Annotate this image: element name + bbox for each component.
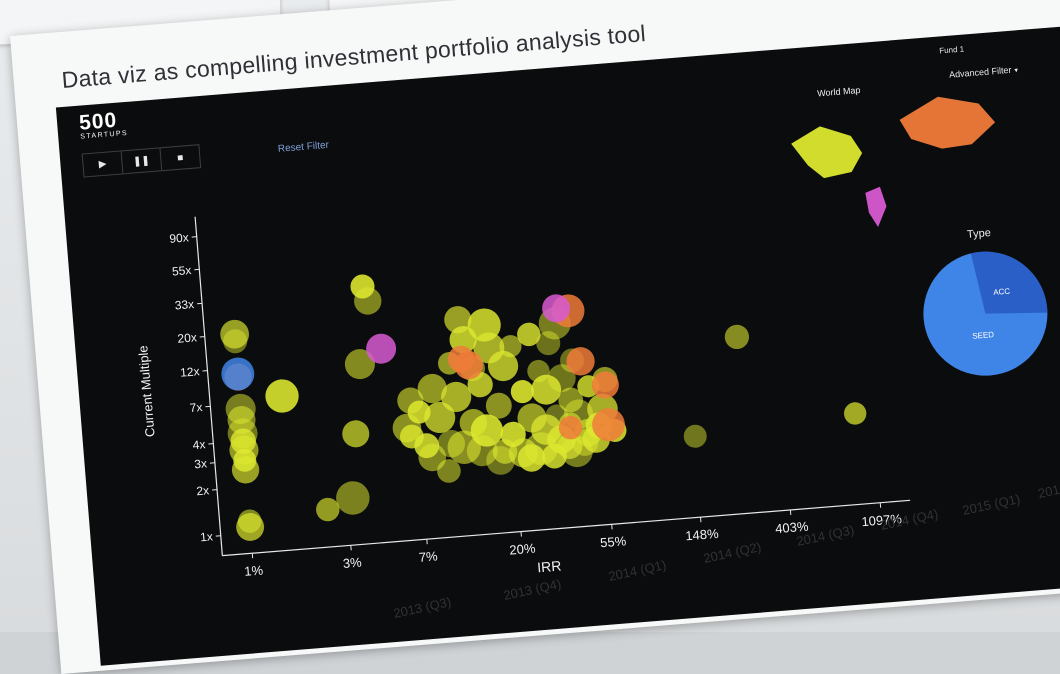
data-bubble bbox=[335, 480, 371, 516]
data-bubble bbox=[683, 424, 708, 449]
stop-button[interactable]: ■ bbox=[160, 145, 200, 170]
y-tick-label: 12x bbox=[180, 364, 200, 380]
pie-label-acc: ACC bbox=[993, 287, 1011, 297]
y-tick-label: 3x bbox=[194, 456, 208, 471]
y-tick-label: 55x bbox=[171, 263, 191, 279]
x-axis-label: IRR bbox=[537, 558, 562, 576]
x-tick-label: 148% bbox=[685, 526, 720, 544]
play-button[interactable]: ▶ bbox=[83, 151, 124, 176]
x-tick-label: 7% bbox=[418, 548, 438, 564]
data-bubble bbox=[341, 419, 370, 448]
y-tick-label: 2x bbox=[196, 483, 210, 498]
eurasia-shape bbox=[898, 92, 997, 151]
x-tick-label: 20% bbox=[509, 541, 537, 558]
data-bubble bbox=[264, 378, 300, 414]
type-label: Type bbox=[967, 227, 992, 241]
y-tick-label: 90x bbox=[169, 230, 189, 246]
y-axis-line bbox=[195, 217, 222, 556]
brand-logo: 500 STARTUPS bbox=[78, 110, 128, 141]
printed-page: Data viz as compelling investment portfo… bbox=[10, 0, 1060, 674]
y-axis-label: Current Multiple bbox=[135, 345, 157, 438]
y-tick-label: 7x bbox=[189, 400, 203, 415]
y-tick-label: 4x bbox=[192, 437, 206, 452]
data-bubble bbox=[510, 379, 535, 404]
south-america-shape bbox=[865, 186, 888, 227]
y-tick-label: 1x bbox=[200, 529, 214, 544]
x-tick-label: 1% bbox=[244, 562, 264, 578]
scatter-plot: 1x 2x 3x 4x 7x 12x 20x 33x 55x 90x 1% 3% 7% 20% 55% 148… bbox=[56, 25, 1060, 666]
data-bubble bbox=[843, 401, 867, 425]
y-tick-label: 33x bbox=[174, 297, 194, 313]
x-tick-label: 55% bbox=[600, 533, 628, 550]
y-tick-label: 20x bbox=[177, 330, 197, 346]
caret-down-icon: ▾ bbox=[1014, 67, 1018, 74]
data-bubble bbox=[220, 356, 255, 391]
data-bubble bbox=[724, 324, 750, 350]
pie-label-seed: SEED bbox=[972, 330, 995, 341]
pause-button[interactable]: ❚❚ bbox=[122, 148, 163, 173]
north-america-shape bbox=[790, 123, 864, 180]
x-tick-label: 3% bbox=[342, 554, 362, 570]
dashboard-panel: 1x 2x 3x 4x 7x 12x 20x 33x 55x 90x 1% 3% 7% 20% 55% 148… bbox=[56, 25, 1060, 666]
